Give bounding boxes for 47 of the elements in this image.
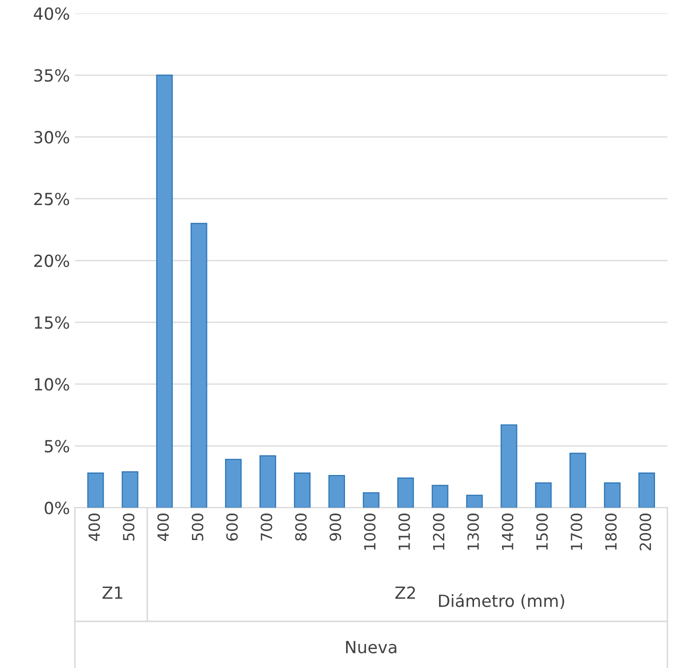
x-axis-title: Diámetro (mm) [439, 594, 564, 610]
y-tick-label: 0% [44, 502, 70, 514]
bar [225, 458, 242, 508]
text: Z1 [102, 586, 122, 599]
bar [570, 452, 586, 508]
y-tick-label: 40% [34, 7, 70, 20]
x-tick-label: 2000 [640, 514, 652, 550]
x-tick-label: 500 [192, 514, 204, 541]
x-tick-label: 1200 [432, 514, 444, 550]
y-tick-label: 25% [34, 192, 70, 206]
bar [190, 222, 208, 508]
x-tick-label: 1400 [502, 514, 514, 550]
x-tick-label: 700 [260, 514, 272, 540]
x-tick-label: 1700 [570, 514, 582, 550]
x-tick-label: 1800 [605, 514, 617, 550]
x-tick-label: 900 [330, 514, 342, 541]
x-tick-label: 400 [88, 514, 100, 541]
x-tick-label: 1000 [364, 514, 376, 550]
y-tick-label: 35% [34, 69, 70, 82]
bar [638, 472, 656, 508]
bar [156, 74, 173, 508]
x-tick-label: 500 [122, 514, 134, 541]
bar [466, 494, 483, 508]
bar [294, 472, 311, 508]
y-tick-label: 5% [44, 440, 70, 452]
x-tick-label: 400 [157, 514, 169, 541]
bar [397, 477, 414, 508]
y-tick-label: 15% [34, 316, 70, 329]
x-tick-label: 600 [226, 514, 238, 541]
y-tick-label: 10% [34, 378, 70, 391]
text: Nueva [346, 641, 396, 654]
bar [122, 471, 138, 508]
bar [260, 455, 276, 508]
bar [604, 482, 621, 508]
bar [87, 472, 104, 508]
text: Z2 [395, 586, 415, 599]
bar [432, 484, 448, 508]
bar [535, 482, 552, 508]
x-tick-label: 800 [295, 514, 307, 541]
bar [362, 492, 380, 508]
x-tick-label: 1300 [467, 514, 479, 550]
x-tick-label: 1500 [536, 514, 548, 550]
y-tick-label: 30% [34, 130, 70, 144]
bar [500, 424, 518, 508]
y-tick-label: 20% [34, 254, 70, 268]
x-tick-label: 1100 [398, 514, 410, 550]
bar [328, 474, 346, 508]
